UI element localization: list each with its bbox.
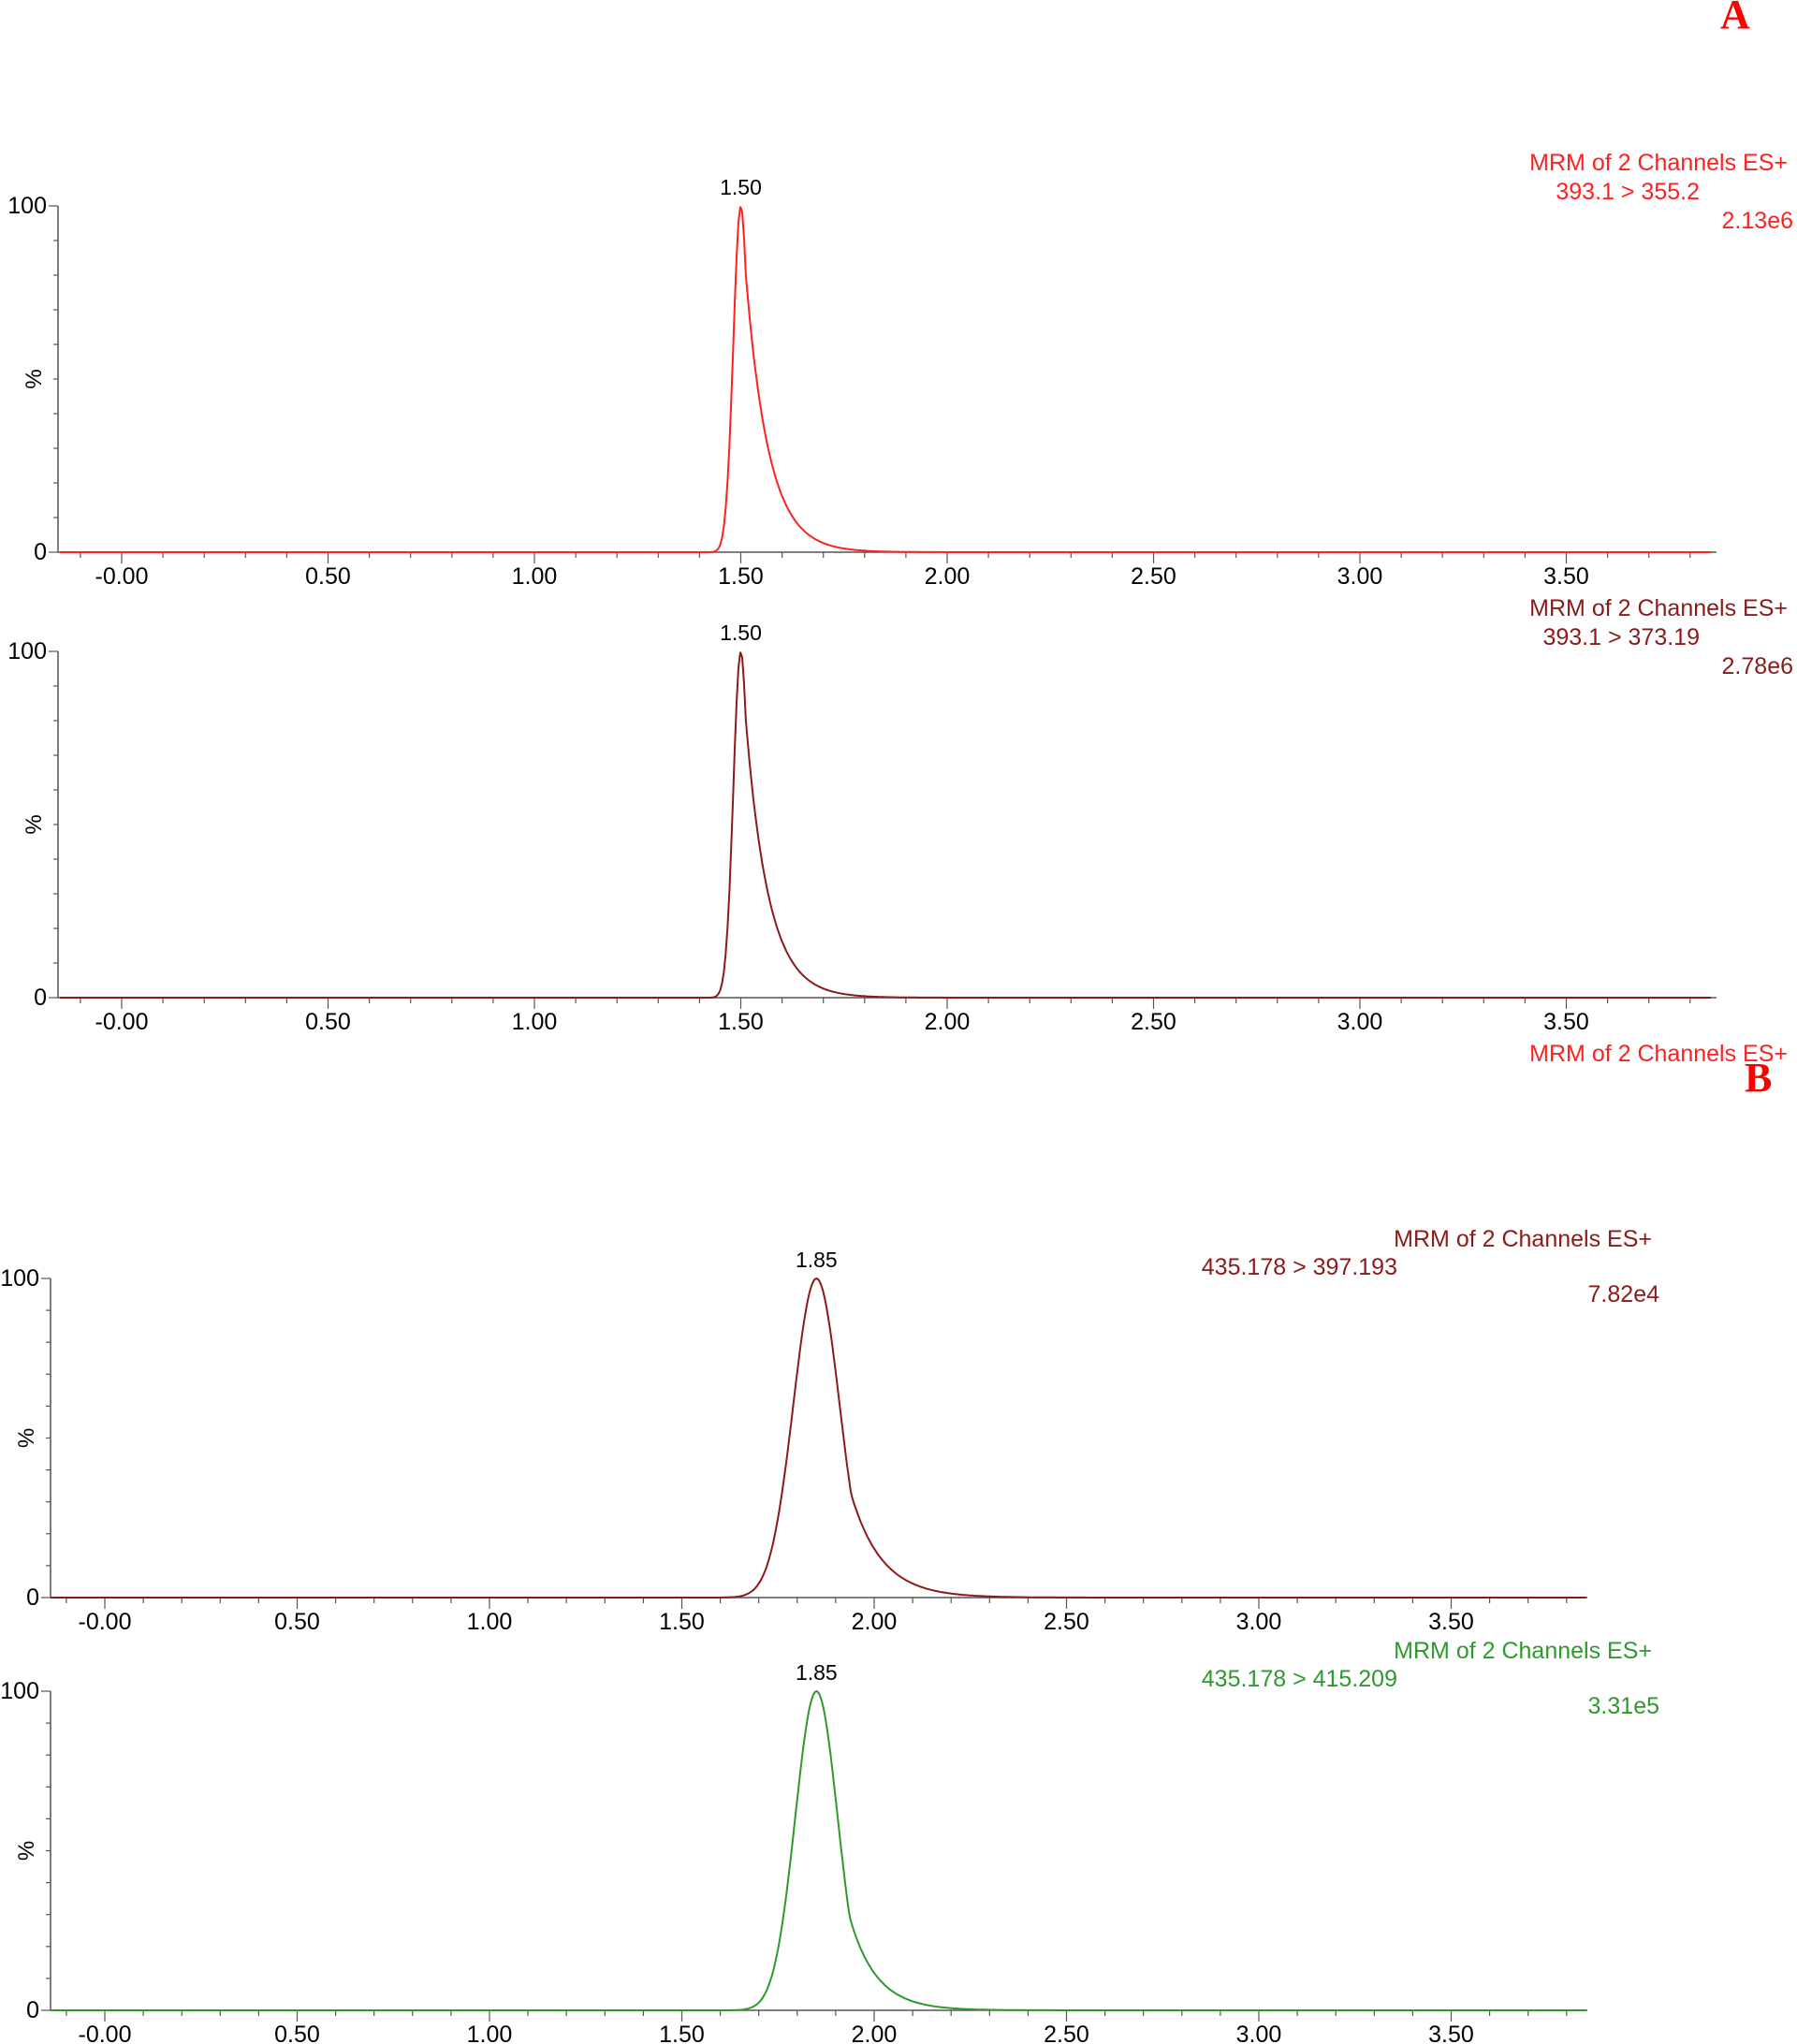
x-tick-label: 3.00 [1236, 1609, 1282, 1635]
x-tick-label: -0.00 [95, 563, 149, 590]
chromatogram-trace [59, 651, 1711, 999]
intensity-label: 7.82e4 [1588, 1281, 1660, 1307]
x-tick-label: 2.50 [1131, 1009, 1176, 1035]
x-tick-label: 1.00 [467, 1609, 513, 1635]
x-tick-label: -0.00 [95, 1009, 149, 1035]
x-tick-label: 2.00 [925, 1009, 971, 1035]
channel-title: MRM of 2 Channels ES+ [1529, 150, 1788, 176]
chromatogram-trace [51, 1277, 1586, 1599]
intensity-label: 2.78e6 [1722, 653, 1793, 679]
y-axis-label: % [14, 1428, 39, 1448]
mrm-transition-label: 435.178 > 415.209 [1202, 1666, 1397, 1692]
x-tick-label: 3.50 [1428, 1609, 1474, 1635]
x-tick-label: 1.00 [512, 1009, 558, 1035]
x-tick-label: 1.50 [718, 563, 764, 590]
y-tick-label: 0 [34, 539, 47, 565]
channel-title: MRM of 2 Channels ES+ [1529, 595, 1788, 621]
peak-rt-label: 1.85 [796, 1248, 838, 1272]
x-tick-label: 2.00 [852, 2022, 898, 2044]
channel-title: MRM of 2 Channels ES+ [1529, 1041, 1788, 1067]
x-tick-label: 3.00 [1236, 2022, 1282, 2044]
x-tick-label: 0.50 [274, 1609, 320, 1635]
chart-5: MRM of 2 Channels ES+435.178 > 415.209 3.… [0, 1638, 1659, 2044]
y-tick-label: 0 [26, 1997, 39, 2023]
x-tick-label: -0.00 [79, 2022, 132, 2044]
chart-1: MRM of 2 Channels ES+ 393.1 > 355.2 2.13e6… [7, 150, 1793, 590]
y-tick-label: 100 [0, 1678, 39, 1704]
chromatogram-trace [59, 206, 1711, 553]
x-tick-label: 0.50 [305, 563, 351, 590]
x-tick-label: 3.50 [1543, 1009, 1589, 1035]
peak-rt-label: 1.50 [720, 620, 762, 645]
x-tick-label: 1.00 [467, 2022, 513, 2044]
x-tick-label: 2.50 [1131, 563, 1176, 590]
y-tick-label: 100 [7, 193, 47, 219]
x-tick-label: 1.50 [659, 1609, 705, 1635]
channel-title: MRM of 2 Channels ES+ [1394, 1226, 1652, 1252]
peak-rt-label: 1.50 [720, 175, 762, 199]
chart-3: MRM of 2 Channels ES+ [1529, 1041, 1788, 1067]
x-tick-label: 2.50 [1044, 2022, 1089, 2044]
x-tick-label: 2.50 [1044, 1609, 1089, 1635]
peak-rt-label: 1.85 [796, 1660, 838, 1685]
y-tick-label: 100 [7, 638, 47, 664]
intensity-label: 3.31e5 [1588, 1693, 1659, 1719]
x-tick-label: 1.50 [659, 2022, 705, 2044]
channel-title: MRM of 2 Channels ES+ [1394, 1638, 1652, 1664]
panel-letter-a: A [1720, 0, 1750, 37]
x-tick-label: 2.00 [852, 1609, 898, 1635]
panel-letter-b: B [1745, 1055, 1772, 1101]
x-tick-label: 0.50 [305, 1009, 351, 1035]
x-tick-label: 3.00 [1337, 1009, 1383, 1035]
mrm-transition-label: 393.1 > 355.2 [1556, 179, 1700, 205]
x-tick-label: 3.50 [1428, 2022, 1474, 2044]
y-axis-label: % [22, 814, 47, 834]
y-axis-label: % [14, 1841, 39, 1861]
x-tick-label: 2.00 [925, 563, 971, 590]
chart-2: MRM of 2 Channels ES+ 393.1 > 373.19 2.78e… [7, 595, 1793, 1035]
x-tick-label: -0.00 [79, 1609, 132, 1635]
y-tick-label: 0 [26, 1584, 39, 1611]
intensity-label: 2.13e6 [1722, 208, 1793, 234]
y-tick-label: 0 [34, 985, 47, 1011]
x-tick-label: 1.50 [718, 1009, 764, 1035]
y-tick-label: 100 [0, 1265, 39, 1292]
x-tick-label: 3.50 [1543, 563, 1589, 590]
mrm-transition-label: 435.178 > 397.193 [1202, 1254, 1397, 1280]
y-axis-label: % [22, 369, 47, 388]
chromatogram-trace [51, 1689, 1586, 2011]
x-tick-label: 3.00 [1337, 563, 1383, 590]
x-tick-label: 1.00 [512, 563, 558, 590]
chart-4: MRM of 2 Channels ES+435.178 > 397.193 7.… [0, 1226, 1659, 1635]
mrm-transition-label: 393.1 > 373.19 [1542, 624, 1700, 650]
x-tick-label: 0.50 [274, 2022, 320, 2044]
